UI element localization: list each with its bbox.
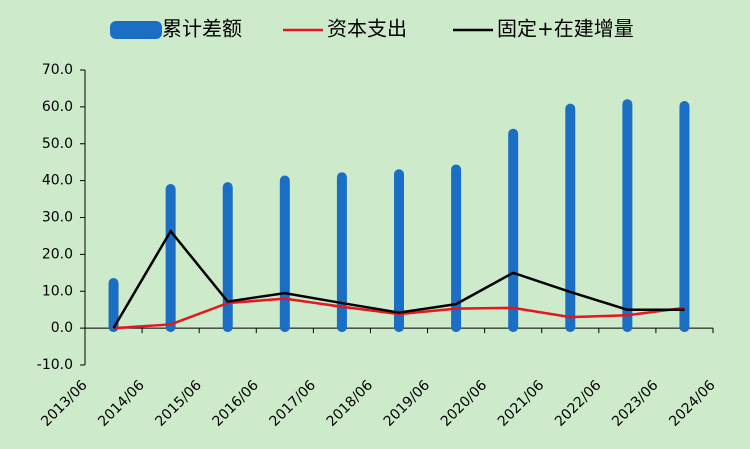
x-tick-label: 2020/06 [438,377,491,430]
line-series [112,228,685,329]
y-tick-label: -10.0 [37,357,73,373]
line-series [113,297,685,330]
x-tick-label: 2016/06 [209,377,262,430]
y-tick-label: 10.0 [42,283,73,299]
bar [222,182,233,333]
bar [279,175,290,333]
y-tick-label: 70.0 [42,62,73,78]
x-tick-label: 2018/06 [324,377,377,430]
bar [508,128,519,333]
x-tick-label: 2024/06 [666,377,719,430]
x-tick-label: 2017/06 [267,377,320,430]
y-tick-label: 60.0 [42,99,73,115]
legend-label: 固定+在建增量 [497,17,634,41]
x-tick-label: 2021/06 [495,377,548,430]
x-tick-label: 2019/06 [381,377,434,430]
y-tick-label: 0.0 [51,320,73,336]
x-tick-label: 2015/06 [152,377,205,430]
y-tick-label: 50.0 [42,136,73,152]
legend-swatch [110,21,162,39]
x-tick-label: 2022/06 [552,377,605,430]
x-tick-label: 2013/06 [38,377,91,430]
bar [108,278,119,333]
y-tick-label: 20.0 [42,246,73,262]
bar [679,101,690,333]
y-tick-label: 40.0 [42,173,73,189]
bar [165,184,176,333]
legend-label: 累计差额 [162,17,242,41]
bar [565,103,576,333]
bar [336,172,347,333]
y-tick-label: 30.0 [42,210,73,226]
bar [451,164,462,333]
x-tick-label: 2023/06 [609,377,662,430]
x-tick-label: 2014/06 [95,377,148,430]
bar [394,169,404,333]
bar [622,99,633,333]
legend-label: 资本支出 [327,17,407,41]
